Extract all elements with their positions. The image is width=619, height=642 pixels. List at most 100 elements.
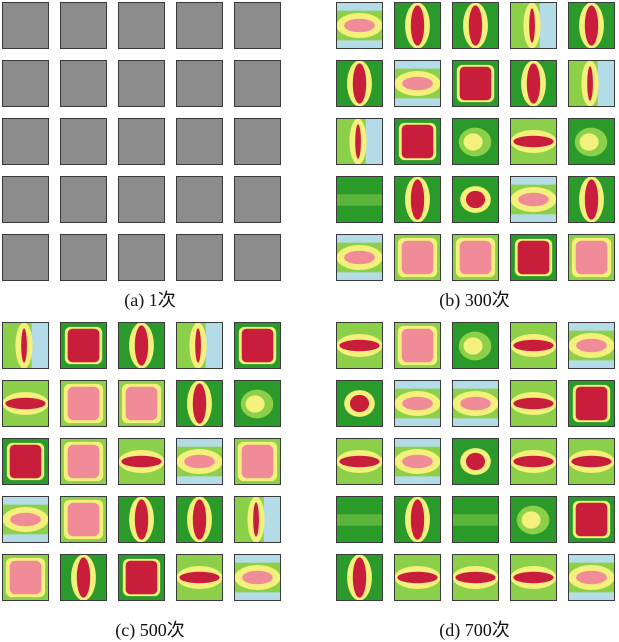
filter-tile xyxy=(510,496,557,543)
filter-tile xyxy=(336,118,383,165)
filter-tile xyxy=(234,438,281,485)
filter-tile xyxy=(452,554,499,601)
filter-tile xyxy=(60,176,107,223)
caption-b: (b) 300次 xyxy=(439,290,510,310)
filter-tile xyxy=(60,118,107,165)
filter-tile xyxy=(60,60,107,107)
filter-tile xyxy=(568,322,615,369)
filter-tile xyxy=(510,554,557,601)
filter-tile xyxy=(336,176,383,223)
filter-tile xyxy=(118,234,165,281)
filter-tile xyxy=(568,60,615,107)
panel-c: (c) 500次 xyxy=(0,320,300,640)
filter-tile xyxy=(176,380,223,427)
filter-tile xyxy=(2,380,49,427)
filter-tile xyxy=(452,322,499,369)
filter-tile xyxy=(118,322,165,369)
filter-tile xyxy=(452,60,499,107)
filter-tile xyxy=(394,438,441,485)
filter-tile xyxy=(336,234,383,281)
filter-tile xyxy=(568,438,615,485)
filter-tile xyxy=(118,554,165,601)
filter-tile xyxy=(60,380,107,427)
filter-tile xyxy=(176,176,223,223)
filter-grid-a xyxy=(2,2,281,281)
filter-tile xyxy=(336,2,383,49)
filter-tile xyxy=(118,438,165,485)
filter-tile xyxy=(234,496,281,543)
filter-tile xyxy=(394,234,441,281)
filter-tile xyxy=(118,118,165,165)
caption-a: (a) 1次 xyxy=(124,290,176,310)
filter-tile xyxy=(2,118,49,165)
filter-tile xyxy=(234,60,281,107)
filter-tile xyxy=(452,2,499,49)
filter-tile xyxy=(234,118,281,165)
filter-tile xyxy=(234,380,281,427)
filter-tile xyxy=(118,380,165,427)
filter-tile xyxy=(234,554,281,601)
filter-tile xyxy=(2,322,49,369)
filter-tile xyxy=(510,2,557,49)
filter-tile xyxy=(2,176,49,223)
filter-tile xyxy=(336,438,383,485)
filter-tile xyxy=(568,554,615,601)
filter-tile xyxy=(394,554,441,601)
filter-tile xyxy=(60,438,107,485)
panel-a: (a) 1次 xyxy=(0,0,300,315)
filter-tile xyxy=(568,2,615,49)
filter-tile xyxy=(394,118,441,165)
filter-tile xyxy=(234,2,281,49)
filter-tile xyxy=(510,176,557,223)
filter-tile xyxy=(118,2,165,49)
filter-grid-b xyxy=(336,2,615,281)
filter-tile xyxy=(568,496,615,543)
filter-tile xyxy=(394,176,441,223)
filter-tile xyxy=(452,496,499,543)
filter-tile xyxy=(60,322,107,369)
filter-tile xyxy=(2,496,49,543)
filter-tile xyxy=(394,60,441,107)
filter-tile xyxy=(568,176,615,223)
filter-tile xyxy=(452,234,499,281)
filter-grid-d xyxy=(336,322,615,601)
filter-tile xyxy=(452,438,499,485)
filter-tile xyxy=(336,60,383,107)
filter-tile xyxy=(510,322,557,369)
filter-tile xyxy=(394,2,441,49)
filter-tile xyxy=(234,322,281,369)
filter-grid-c xyxy=(2,322,281,601)
filter-tile xyxy=(510,234,557,281)
filter-tile xyxy=(2,2,49,49)
filter-tile xyxy=(568,118,615,165)
filter-tile xyxy=(176,438,223,485)
filter-tile xyxy=(452,176,499,223)
filter-tile xyxy=(2,234,49,281)
filter-tile xyxy=(336,380,383,427)
filter-tile xyxy=(60,234,107,281)
filter-tile xyxy=(60,496,107,543)
filter-tile xyxy=(394,380,441,427)
caption-d: (d) 700次 xyxy=(439,620,510,640)
filter-tile xyxy=(336,322,383,369)
panel-d: (d) 700次 xyxy=(330,320,619,640)
filter-tile xyxy=(118,496,165,543)
filter-tile xyxy=(394,496,441,543)
filter-tile xyxy=(394,322,441,369)
caption-c: (c) 500次 xyxy=(115,620,185,640)
filter-tile xyxy=(176,118,223,165)
filter-tile xyxy=(234,176,281,223)
filter-tile xyxy=(510,438,557,485)
panel-b: (b) 300次 xyxy=(330,0,619,315)
filter-tile xyxy=(176,2,223,49)
filter-tile xyxy=(2,554,49,601)
filter-tile xyxy=(176,554,223,601)
filter-tile xyxy=(510,60,557,107)
filter-tile xyxy=(336,496,383,543)
filter-tile xyxy=(176,234,223,281)
filter-tile xyxy=(118,176,165,223)
filter-tile xyxy=(60,2,107,49)
filter-tile xyxy=(176,496,223,543)
filter-tile xyxy=(510,118,557,165)
filter-tile xyxy=(2,438,49,485)
